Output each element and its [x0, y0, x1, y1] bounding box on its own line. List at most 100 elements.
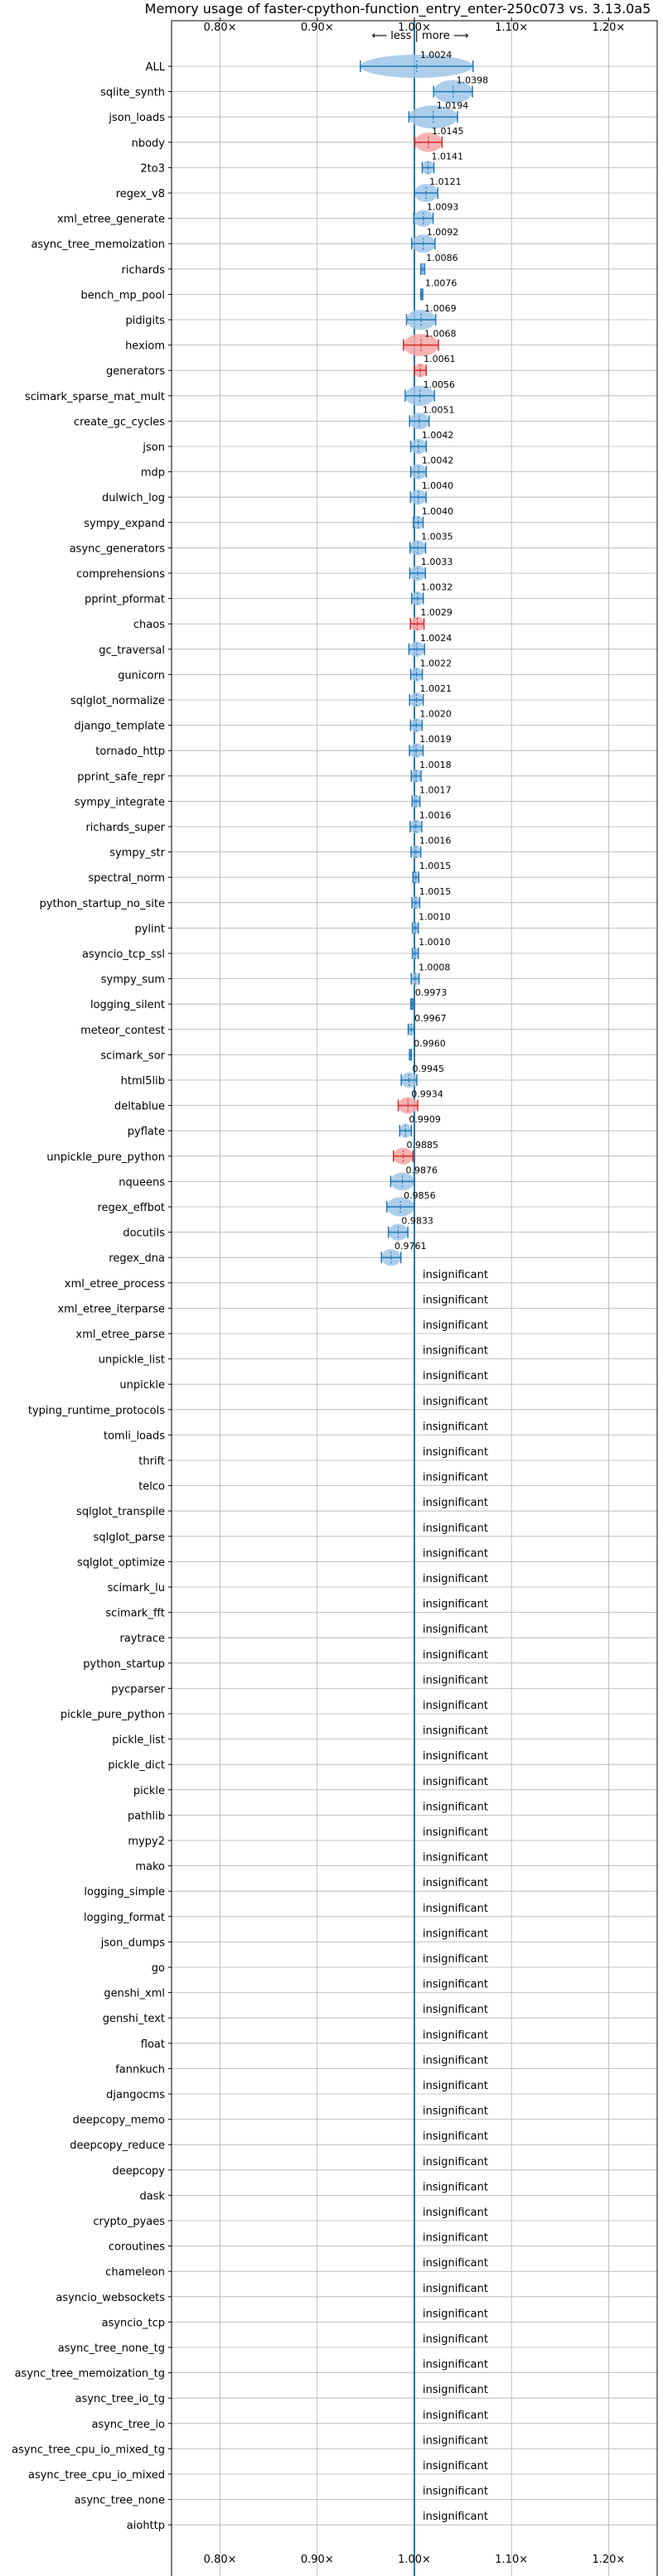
x-tick-label: 0.90× [301, 2554, 334, 2566]
value-label-async_generators: 1.0035 [421, 531, 453, 542]
value-label-json_loads: 1.0194 [437, 100, 469, 111]
value-label-ALL: 1.0024 [420, 50, 452, 60]
insignificant-label: insignificant [423, 2080, 488, 2092]
value-label-bench_mp_pool: 1.0076 [425, 277, 457, 288]
benchmark-label: pathlib [128, 1810, 165, 1822]
benchmark-label: sympy_sum [101, 974, 165, 987]
benchmark-label: unpickle [119, 1379, 165, 1392]
x-tick-label: 1.00× [398, 22, 431, 34]
x-tick-label: 1.00× [398, 2554, 431, 2566]
value-label-pprint_pformat: 1.0032 [421, 582, 452, 593]
benchmark-label: html5lib [121, 1075, 165, 1088]
value-label-2to3: 1.0141 [432, 151, 464, 162]
benchmark-label: scimark_sor [100, 1049, 165, 1062]
x-axis-bottom-ticks: 0.80× 0.90× 1.00× 1.10× 1.20× [204, 2554, 626, 2566]
value-label-logging_silent: 0.9973 [415, 987, 447, 998]
value-label-mdp: 1.0042 [422, 456, 453, 466]
benchmark-label: xml_etree_iterparse [57, 1303, 165, 1315]
value-label-generators: 1.0061 [423, 354, 455, 364]
value-label-sympy_sum: 1.0008 [419, 962, 451, 973]
benchmark-label: go [152, 1962, 165, 1975]
x-tick-label: 0.80× [204, 2554, 237, 2566]
value-label-chaos: 1.0029 [420, 607, 452, 618]
benchmark-label: telco [138, 1481, 165, 1493]
benchmark-label: xml_etree_process [65, 1278, 165, 1290]
x-tick-label: 1.10× [495, 22, 528, 34]
value-label-sqlglot_normalize: 1.0021 [419, 683, 451, 694]
benchmark-label: dulwich_log [102, 492, 165, 504]
value-label-pyflate: 0.9909 [409, 1114, 441, 1125]
benchmark-label: chameleon [105, 2266, 165, 2279]
benchmark-label: thrift [138, 1455, 165, 1468]
value-label-pylint: 1.0010 [419, 911, 451, 922]
benchmark-label: pprint_pformat [85, 594, 165, 606]
benchmark-label: sympy_str [109, 847, 165, 860]
insignificant-label: insignificant [423, 1497, 488, 1509]
value-label-unpickle_pure_python: 0.9885 [407, 1140, 438, 1151]
insignificant-label: insignificant [423, 1623, 488, 1636]
benchmark-label: hexiom [125, 340, 165, 353]
benchmark-label: nbody [132, 137, 166, 150]
insignificant-label: insignificant [423, 2181, 488, 2193]
benchmark-label: pylint [134, 923, 165, 935]
insignificant-label: insignificant [423, 1421, 488, 1433]
benchmark-label: richards [122, 264, 166, 277]
value-label-regex_v8: 1.0121 [429, 176, 462, 187]
value-label-nbody: 1.0145 [432, 126, 464, 137]
benchmark-label: python_startup_no_site [40, 898, 165, 910]
value-label-richards: 1.0086 [426, 253, 458, 263]
benchmark-label: json [142, 441, 165, 454]
value-label-python_startup_no_site: 1.0015 [419, 886, 452, 897]
value-label-asyncio_tcp_ssl: 1.0010 [419, 937, 451, 948]
benchmark-label: sympy_integrate [75, 796, 165, 808]
benchmark-label: gunicorn [118, 669, 165, 682]
insignificant-label: insignificant [423, 1269, 488, 1281]
insignificant-label: insignificant [423, 2333, 488, 2346]
benchmark-label: sqlglot_optimize [77, 1556, 165, 1569]
benchmark-label: deepcopy_reduce [70, 2139, 165, 2152]
insignificant-label: insignificant [423, 2511, 488, 2523]
benchmark-label: 2to3 [140, 162, 165, 175]
insignificant-label: insignificant [423, 2130, 488, 2143]
benchmark-label: pickle_dict [108, 1759, 165, 1772]
benchmark-label: sympy_expand [84, 518, 165, 530]
x-tick-label: 1.20× [592, 22, 625, 34]
insignificant-label: insignificant [423, 2486, 488, 2498]
benchmark-label: python_startup [83, 1658, 165, 1671]
value-label-sympy_expand: 1.0040 [422, 506, 454, 517]
insignificant-label: insignificant [423, 1446, 488, 1459]
benchmark-label: deepcopy [112, 2165, 165, 2178]
benchmark-label: create_gc_cycles [74, 416, 165, 428]
benchmark-label: dask [139, 2190, 165, 2202]
benchmark-label: scimark_sparse_mat_mult [25, 391, 165, 403]
value-label-async_tree_memoization: 1.0092 [427, 227, 459, 238]
insignificant-label: insignificant [423, 2156, 488, 2168]
benchmark-label: ALL [146, 61, 166, 74]
value-label-scimark_sparse_mat_mult: 1.0056 [423, 379, 456, 390]
benchmark-label: unpickle_pure_python [46, 1151, 165, 1164]
benchmark-label: raytrace [119, 1633, 165, 1645]
insignificant-label: insignificant [423, 2308, 488, 2320]
chart-title: Memory usage of faster-cpython-function_… [145, 1, 651, 17]
value-label-regex_dna: 0.9761 [394, 1241, 427, 1252]
insignificant-label: insignificant [423, 1877, 488, 1889]
insignificant-label: insignificant [423, 1750, 488, 1763]
insignificant-label: insignificant [423, 1396, 488, 1408]
benchmark-label: json_loads [108, 112, 165, 124]
insignificant-label: insignificant [423, 1903, 488, 1915]
insignificant-label: insignificant [423, 2004, 488, 2016]
benchmark-label: deepcopy_memo [73, 2115, 165, 2127]
benchmark-label: async_tree_memoization [31, 239, 165, 251]
insignificant-label: insignificant [423, 1522, 488, 1535]
insignificant-label: insignificant [423, 1345, 488, 1358]
insignificant-label: insignificant [423, 1700, 488, 1712]
x-tick-label: 0.80× [204, 22, 237, 34]
benchmark-label: async_generators [70, 543, 166, 555]
benchmark-label: pickle [133, 1785, 165, 1797]
benchmark-label: scimark_fft [105, 1608, 165, 1620]
benchmark-label: tomli_loads [104, 1430, 165, 1442]
x-tick-label: 1.10× [495, 2554, 528, 2566]
insignificant-label: insignificant [423, 2232, 488, 2245]
benchmark-label: crypto_pyaes [93, 2216, 165, 2228]
benchmark-label: pyflate [128, 1126, 165, 1138]
